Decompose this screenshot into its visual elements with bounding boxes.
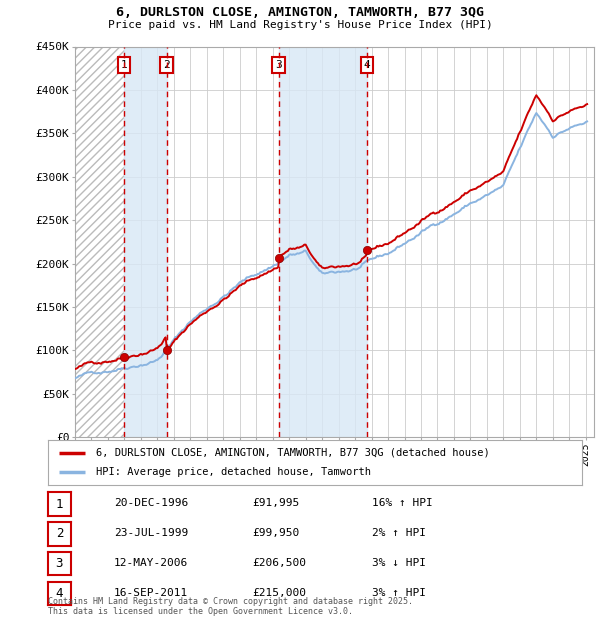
Text: Price paid vs. HM Land Registry's House Price Index (HPI): Price paid vs. HM Land Registry's House …: [107, 20, 493, 30]
Text: £215,000: £215,000: [252, 588, 306, 598]
Bar: [124, 46, 167, 437]
Text: 16% ↑ HPI: 16% ↑ HPI: [372, 498, 433, 508]
Text: 3: 3: [56, 557, 63, 570]
Text: 1: 1: [56, 498, 63, 510]
Text: 3% ↓ HPI: 3% ↓ HPI: [372, 558, 426, 568]
Text: 12-MAY-2006: 12-MAY-2006: [114, 558, 188, 568]
Text: 3% ↑ HPI: 3% ↑ HPI: [372, 588, 426, 598]
Text: 16-SEP-2011: 16-SEP-2011: [114, 588, 188, 598]
Text: 6, DURLSTON CLOSE, AMINGTON, TAMWORTH, B77 3QG (detached house): 6, DURLSTON CLOSE, AMINGTON, TAMWORTH, B…: [96, 448, 490, 458]
Text: 1: 1: [121, 60, 127, 70]
Text: 23-JUL-1999: 23-JUL-1999: [114, 528, 188, 538]
Text: 2: 2: [163, 60, 170, 70]
Text: This data is licensed under the Open Government Licence v3.0.: This data is licensed under the Open Gov…: [48, 606, 353, 616]
Text: 4: 4: [56, 587, 63, 600]
Text: 2% ↑ HPI: 2% ↑ HPI: [372, 528, 426, 538]
Text: 2: 2: [56, 528, 63, 540]
Text: 3: 3: [275, 60, 282, 70]
Text: HPI: Average price, detached house, Tamworth: HPI: Average price, detached house, Tamw…: [96, 467, 371, 477]
Bar: [278, 46, 367, 437]
Text: Contains HM Land Registry data © Crown copyright and database right 2025.: Contains HM Land Registry data © Crown c…: [48, 597, 413, 606]
Text: 6, DURLSTON CLOSE, AMINGTON, TAMWORTH, B77 3QG: 6, DURLSTON CLOSE, AMINGTON, TAMWORTH, B…: [116, 6, 484, 19]
Text: £206,500: £206,500: [252, 558, 306, 568]
Text: £99,950: £99,950: [252, 528, 299, 538]
Text: 4: 4: [364, 60, 370, 70]
Text: £91,995: £91,995: [252, 498, 299, 508]
Text: 20-DEC-1996: 20-DEC-1996: [114, 498, 188, 508]
